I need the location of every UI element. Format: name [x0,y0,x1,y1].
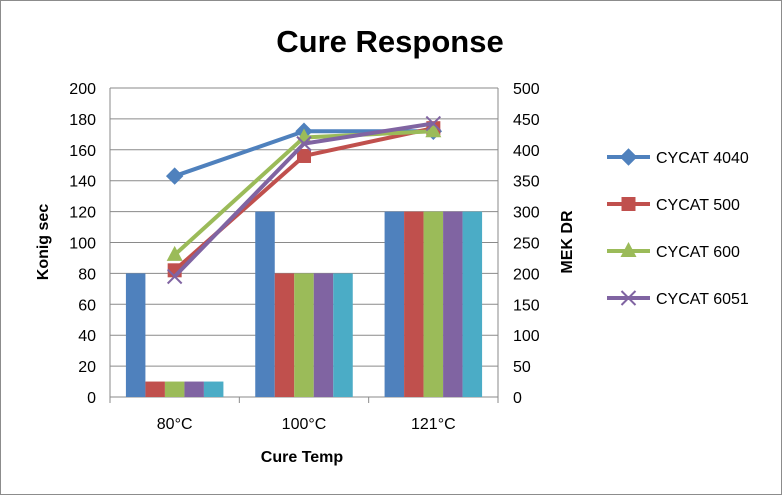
bar [404,211,424,397]
legend: CYCAT 4040 CYCAT 500 CYCAT 600 CYCAT 6051 [607,148,749,308]
y-tick-label: 40 [78,328,96,345]
y2-tick-label: 300 [513,205,540,222]
data-point [296,135,312,152]
legend-label: CYCAT 500 [656,197,740,214]
legend-marker [621,197,636,211]
y-tick-label: 100 [69,236,96,253]
legend-label: CYCAT 600 [656,244,740,261]
bar [384,211,405,397]
y-axis-right-ticks: 0 50 100 150 200 250 300 350 400 450 500 [513,81,540,407]
y-tick-label: 120 [69,205,96,222]
axes [109,88,499,403]
legend-marker [619,148,638,166]
y-tick-label: 140 [69,174,96,191]
y2-tick-label: 200 [513,266,540,283]
bar [274,273,295,397]
y-tick-label: 20 [78,359,96,376]
x-axis-ticks: 80°C 100°C 121°C [157,416,456,433]
y-tick-label: 60 [78,297,96,314]
y2-tick-label: 250 [513,236,540,253]
data-point [425,122,442,138]
y2-tick-label: 400 [513,143,540,160]
bar [423,211,444,397]
bar [184,381,204,397]
x-tick-label: 100°C [282,416,327,433]
y2-tick-label: 50 [513,359,531,376]
y-axis-left-ticks: 0 20 40 60 80 100 120 140 160 180 200 [69,81,96,407]
y-tick-label: 0 [87,390,96,407]
x-tick-label: 80°C [157,416,193,433]
x-tick-label: 121°C [411,416,456,433]
legend-marker [620,290,637,306]
bars [125,211,483,397]
data-point [297,148,311,163]
bar [203,381,224,397]
y2-axis-label: MEK DR [559,210,576,274]
y2-tick-label: 450 [513,112,540,129]
y-axis-label: Konig sec [35,204,52,281]
chart-title: Cure Response [276,24,503,59]
y2-tick-label: 350 [513,174,540,191]
y-tick-label: 80 [78,266,96,283]
bar [294,273,314,397]
data-point [166,268,183,285]
data-point [165,167,184,185]
bar [164,381,185,397]
data-point [425,115,442,132]
x-axis-label: Cure Temp [261,449,344,466]
y-tick-label: 200 [69,81,96,98]
lines [165,115,443,285]
y-tick-label: 180 [69,112,96,129]
bar [145,381,165,397]
bar [462,211,483,397]
legend-marker [620,242,637,257]
bar [125,273,146,397]
legend-label: CYCAT 4040 [656,150,749,167]
y2-tick-label: 500 [513,81,540,98]
legend-label: CYCAT 6051 [656,291,749,308]
bar [313,273,334,397]
y2-tick-label: 150 [513,297,540,314]
bar [443,211,463,397]
data-point [166,245,183,261]
y-tick-label: 160 [69,143,96,160]
bar [333,273,353,397]
bar [255,211,275,397]
y2-tick-label: 100 [513,328,540,345]
y2-tick-label: 0 [513,390,522,407]
